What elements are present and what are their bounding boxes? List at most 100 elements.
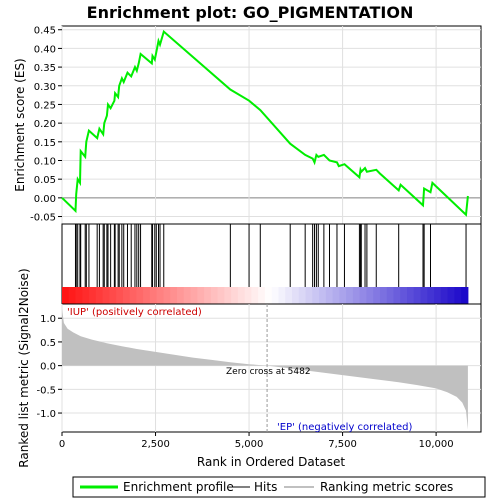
rank-bar-segment [204, 287, 212, 304]
legend-enrichment-label: Enrichment profile [123, 480, 234, 494]
rank-bar-segment [325, 287, 334, 304]
es-tick-label: 0.00 [34, 194, 56, 205]
x-tick-label: 10,000 [419, 439, 454, 450]
es-tick-label: -0.05 [30, 213, 56, 224]
rank-bar-segment [170, 287, 178, 304]
rank-bar-segment [305, 287, 313, 304]
rank-bar-segment [440, 287, 449, 304]
rank-y-axis: -1.0 -0.5 0.0 0.5 1.0 [36, 314, 62, 420]
rank-bar-segment [298, 287, 307, 304]
rank-bar-segment [89, 287, 97, 304]
rank-bar-segment [210, 287, 219, 304]
legend-frame [72, 476, 486, 498]
es-tick-label: 0.25 [34, 100, 56, 111]
rank-bar-segment [454, 287, 462, 304]
rank-bar-segment [373, 287, 381, 304]
rank-bar-segment [177, 287, 185, 304]
es-panel-frame [61, 25, 482, 225]
ranking-metric-area [62, 308, 468, 430]
rank-bar-segment [359, 287, 367, 304]
rank-bar-segment [346, 287, 354, 304]
rank-bar-segment [258, 287, 266, 304]
rank-bar-segment [143, 287, 151, 304]
rank-bar-segment [393, 287, 401, 304]
negative-correlation-label: 'EP' (negatively correlated) [277, 422, 412, 433]
rank-bar-segment [68, 287, 77, 304]
rank-bar-segment [163, 287, 171, 304]
rank-bar-segment [231, 287, 239, 304]
zero-cross-label: Zero cross at 5482 [226, 367, 311, 377]
rank-bar-segment [149, 287, 158, 304]
rank-bar-segment [278, 287, 286, 304]
rank-bar-segment [156, 287, 164, 304]
rank-bar-segment [82, 287, 90, 304]
rank-bar-segment [244, 287, 252, 304]
hits-panel [61, 223, 482, 305]
rank-bar-segment [461, 287, 469, 304]
es-panel: -0.05 0.00 0.05 0.10 0.15 0.20 0.25 0.30 0.35 0.4… [13, 25, 482, 225]
es-tick-label: 0.35 [34, 63, 56, 74]
rank-bar-segment [413, 287, 422, 304]
chart-title: Enrichment plot: GO_PIGMENTATION [87, 3, 414, 22]
rank-tick-label: 0.0 [40, 362, 56, 373]
rank-bar-segment [312, 287, 320, 304]
rank-bar-segment [427, 287, 435, 304]
rank-bar-segment [102, 287, 110, 304]
rank-bar-segment [407, 287, 415, 304]
rank-bar-segment [447, 287, 455, 304]
rank-tick-label: -1.0 [36, 409, 56, 420]
x-tick-label: 0 [59, 439, 65, 450]
rank-bar-segment [319, 287, 327, 304]
rank-bar-segment [434, 287, 442, 304]
es-tick-label: 0.40 [34, 44, 56, 55]
rank-tick-label: -0.5 [36, 385, 56, 396]
es-tick-label: 0.10 [34, 156, 56, 167]
x-axis-label: Rank in Ordered Dataset [197, 455, 345, 469]
rank-bar-segment [237, 287, 246, 304]
rank-color-bar [62, 287, 469, 304]
x-tick-label: 7,500 [328, 439, 357, 450]
es-tick-label: 0.15 [34, 138, 56, 149]
rank-bar-segment [251, 287, 259, 304]
rank-bar-segment [217, 287, 225, 304]
legend: Enrichment profile Hits Ranking metric s… [72, 476, 486, 498]
es-tick-label: 0.20 [34, 119, 56, 130]
rank-bar-segment [109, 287, 117, 304]
rank-bar-segment [197, 287, 205, 304]
x-axis: 0 2,500 5,000 7,500 10,000 [59, 432, 454, 450]
rank-bar-segment [285, 287, 293, 304]
rank-tick-label: 0.5 [40, 338, 56, 349]
x-tick-label: 2,500 [141, 439, 170, 450]
rank-bar-segment [224, 287, 232, 304]
rank-bar-segment [75, 287, 83, 304]
rank-bar-segment [366, 287, 374, 304]
es-tick-label: 0.30 [34, 82, 56, 93]
rank-bar-segment [62, 287, 70, 304]
rank-bar-segment [400, 287, 408, 304]
rank-y-axis-label: Ranked list metric (Signal2Noise) [17, 268, 31, 467]
enrichment-profile-line [61, 29, 469, 217]
es-y-axis: -0.05 0.00 0.05 0.10 0.15 0.20 0.25 0.30 0.35 0.4… [30, 26, 62, 224]
rank-bar-segment [271, 287, 279, 304]
rank-bar-segment [116, 287, 124, 304]
rank-bar-segment [136, 287, 144, 304]
rank-bar-segment [379, 287, 388, 304]
rank-bar-segment [264, 287, 273, 304]
rank-bar-segment [292, 287, 300, 304]
positive-correlation-label: 'IUP' (positively correlated) [67, 307, 202, 318]
rank-bar-segment [95, 287, 104, 304]
x-tick-label: 5,000 [235, 439, 264, 450]
rank-bar-segment [332, 287, 340, 304]
rank-bar-segment [129, 287, 137, 304]
es-tick-label: 0.45 [34, 26, 56, 37]
hit-markers [74, 224, 467, 287]
rank-bar-segment [420, 287, 428, 304]
rank-bar-segment [190, 287, 198, 304]
rank-bar-segment [386, 287, 394, 304]
rank-bar-segment [339, 287, 347, 304]
rank-bar-segment [352, 287, 361, 304]
rank-metric-panel: -1.0 -0.5 0.0 0.5 1.0 'IUP' (positively corr… [17, 268, 482, 468]
es-tick-label: 0.05 [34, 175, 56, 186]
